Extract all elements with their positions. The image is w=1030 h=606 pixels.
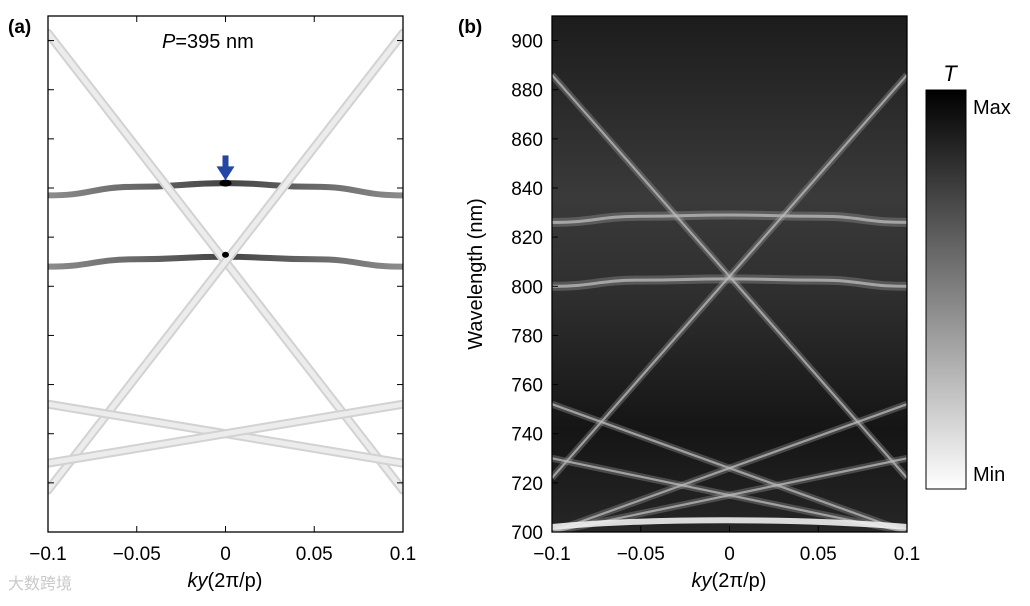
panel-a-ticks: −0.1 −0.05 0 0.05 0.1 [29,16,416,565]
y-tick-label: 760 [511,376,543,397]
colorbar-min-label: Min [973,464,1005,486]
y-tick-label: 700 [511,523,543,544]
panel-a: (a) P=395 nm −0.1 −0.05 0 0.05 0.1 ky(2π/p) [8,15,416,592]
panel-b-label: (b) [458,17,482,38]
x-tick-label: 0.1 [894,544,920,565]
panel-b-xlabel: ky(2π/p) [692,570,767,592]
xlabel-rest: (2π/p) [208,570,263,592]
y-tick-label: 880 [511,81,543,102]
feature-upper-band [552,213,907,224]
x-tick-label: −0.1 [533,544,571,565]
upper-band-peak [219,179,232,187]
series-diagonal-4 [48,401,403,466]
x-tick-label: 0.05 [800,544,837,565]
x-tick-label: 0.1 [390,544,416,565]
period-annotation: P=395 nm [162,31,254,53]
colorbar-gradient [925,89,967,490]
panel-b: (b) −0.1 −0.05 0 0.05 0.1 700 720 740 760 780 800 8… [458,15,920,592]
annotation-rest: =395 nm [175,31,253,53]
x-tick-label: 0 [724,544,735,565]
heatmap-background [552,16,907,532]
panel-a-xlabel: ky(2π/p) [188,570,263,592]
panel-b-ticks: −0.1 −0.05 0 0.05 0.1 700 720 740 760 780 800 820 84… [511,32,920,565]
panel-b-ylabel: Wavelength (nm) [465,198,487,350]
x-tick-label: 0.05 [296,544,333,565]
y-tick-label: 800 [511,277,543,298]
y-tick-label: 740 [511,425,543,446]
x-tick-label: −0.05 [113,544,161,565]
arrow-shaft [222,155,229,168]
colorbar: T Max Min [925,61,1011,490]
heatmap-features [552,72,907,532]
y-tick-label: 900 [511,32,543,53]
y-tick-label: 820 [511,228,543,249]
panel-a-series [48,28,403,495]
feature-diagonal-2 [552,74,907,479]
colorbar-title: T [943,61,958,86]
xlabel-italic: ky [188,570,209,592]
feature-lower-band [552,277,907,288]
annotation-italic: P [162,31,176,53]
panel-a-label: (a) [8,17,31,38]
bottom-edge-glow [552,517,907,530]
y-tick-label: 780 [511,326,543,347]
watermark: 大数跨境 [8,574,73,593]
down-arrow-icon [216,155,235,181]
colorbar-max-label: Max [973,97,1011,119]
xlabel-italic: ky [692,570,713,592]
y-tick-label: 840 [511,179,543,200]
arrow-head [216,166,235,181]
x-tick-label: −0.05 [617,544,665,565]
xlabel-rest: (2π/p) [712,570,767,592]
feature-diagonal-6 [552,457,907,532]
y-tick-label: 720 [511,474,543,495]
lower-band-peak [222,251,229,258]
x-tick-label: 0 [220,544,231,565]
y-tick-label: 860 [511,130,543,151]
feature-diagonal-4 [552,403,907,532]
x-tick-label: −0.1 [29,544,67,565]
